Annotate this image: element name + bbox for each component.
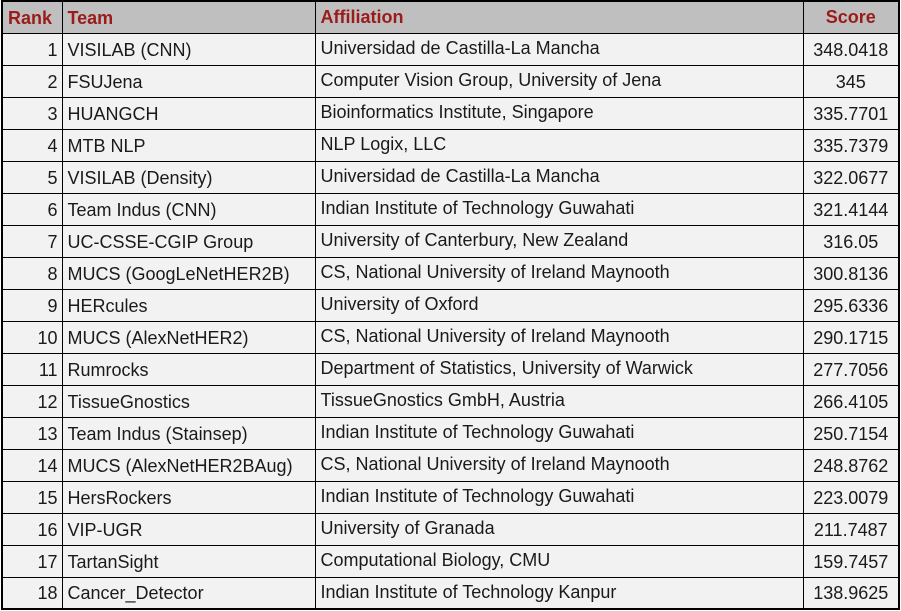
- cell-affiliation: Indian Institute of Technology Guwahati: [314, 192, 804, 226]
- table-row: 2 FSUJena Computer Vision Group, Universit…: [1, 64, 900, 98]
- cell-affiliation: Universidad de Castilla-La Mancha: [314, 32, 804, 66]
- cell-team: TissueGnostics: [61, 384, 316, 418]
- table-row: 14 MUCS (AlexNetHER2BAug) CS, National Uni…: [1, 448, 900, 482]
- cell-score: 300.8136: [802, 256, 900, 290]
- cell-rank: 11: [1, 352, 63, 386]
- cell-affiliation: Computer Vision Group, University of Jen…: [314, 64, 804, 98]
- cell-rank: 4: [1, 128, 63, 162]
- cell-score: 322.0677: [802, 160, 900, 194]
- cell-team: VIP-UGR: [61, 512, 316, 546]
- cell-affiliation: CS, National University of Ireland Mayno…: [314, 320, 804, 354]
- table-row: 17 TartanSight Computational Biology, CMU 1…: [1, 544, 900, 578]
- cell-rank: 15: [1, 480, 63, 514]
- cell-score: 321.4144: [802, 192, 900, 226]
- table-row: 4 MTB NLP NLP Logix, LLC 335.7379: [1, 128, 900, 162]
- cell-team: UC-CSSE-CGIP Group: [61, 224, 316, 258]
- table-row: 9 HERcules University of Oxford 295.6336: [1, 288, 900, 322]
- cell-affiliation: CS, National University of Ireland Mayno…: [314, 448, 804, 482]
- cell-rank: 5: [1, 160, 63, 194]
- cell-rank: 10: [1, 320, 63, 354]
- header-row: Rank Team Affiliation Score: [1, 0, 900, 34]
- column-header-score: Score: [802, 0, 900, 34]
- cell-affiliation: University of Granada: [314, 512, 804, 546]
- column-header-rank: Rank: [1, 0, 63, 34]
- cell-rank: 6: [1, 192, 63, 226]
- table-row: 8 MUCS (GoogLeNetHER2B) CS, National Unive…: [1, 256, 900, 290]
- cell-team: FSUJena: [61, 64, 316, 98]
- cell-score: 266.4105: [802, 384, 900, 418]
- cell-affiliation: Indian Institute of Technology Guwahati: [314, 480, 804, 514]
- cell-team: Rumrocks: [61, 352, 316, 386]
- cell-score: 295.6336: [802, 288, 900, 322]
- cell-affiliation: Bioinformatics Institute, Singapore: [314, 96, 804, 130]
- table-row: 16 VIP-UGR University of Granada 211.7487: [1, 512, 900, 546]
- cell-affiliation: TissueGnostics GmbH, Austria: [314, 384, 804, 418]
- table-row: 1 VISILAB (CNN) Universidad de Castilla-La…: [1, 32, 900, 66]
- cell-team: HERcules: [61, 288, 316, 322]
- table-row: 5 VISILAB (Density) Universidad de Castill…: [1, 160, 900, 194]
- table-row: 15 HersRockers Indian Institute of Technol…: [1, 480, 900, 514]
- cell-score: 277.7056: [802, 352, 900, 386]
- cell-score: 138.9625: [802, 576, 900, 610]
- cell-rank: 16: [1, 512, 63, 546]
- cell-score: 348.0418: [802, 32, 900, 66]
- cell-team: MUCS (AlexNetHER2BAug): [61, 448, 316, 482]
- table-row: 11 Rumrocks Department of Statistics, Univ…: [1, 352, 900, 386]
- cell-score: 250.7154: [802, 416, 900, 450]
- cell-team: Team Indus (Stainsep): [61, 416, 316, 450]
- cell-affiliation: Computational Biology, CMU: [314, 544, 804, 578]
- cell-affiliation: University of Oxford: [314, 288, 804, 322]
- cell-affiliation: Department of Statistics, University of …: [314, 352, 804, 386]
- cell-rank: 14: [1, 448, 63, 482]
- cell-team: VISILAB (CNN): [61, 32, 316, 66]
- cell-affiliation: Indian Institute of Technology Kanpur: [314, 576, 804, 610]
- cell-affiliation: Indian Institute of Technology Guwahati: [314, 416, 804, 450]
- cell-score: 345: [802, 64, 900, 98]
- cell-score: 159.7457: [802, 544, 900, 578]
- cell-team: HUANGCH: [61, 96, 316, 130]
- cell-affiliation: University of Canterbury, New Zealand: [314, 224, 804, 258]
- cell-rank: 9: [1, 288, 63, 322]
- cell-rank: 3: [1, 96, 63, 130]
- cell-affiliation: Universidad de Castilla-La Mancha: [314, 160, 804, 194]
- cell-affiliation: CS, National University of Ireland Mayno…: [314, 256, 804, 290]
- cell-score: 316.05: [802, 224, 900, 258]
- cell-rank: 8: [1, 256, 63, 290]
- table-row: 18 Cancer_Detector Indian Institute of Tec…: [1, 576, 900, 610]
- cell-team: HersRockers: [61, 480, 316, 514]
- cell-score: 211.7487: [802, 512, 900, 546]
- cell-rank: 2: [1, 64, 63, 98]
- cell-score: 290.1715: [802, 320, 900, 354]
- table-row: 10 MUCS (AlexNetHER2) CS, National Univers…: [1, 320, 900, 354]
- cell-score: 335.7379: [802, 128, 900, 162]
- table-row: 12 TissueGnostics TissueGnostics GmbH, Aus…: [1, 384, 900, 418]
- cell-rank: 18: [1, 576, 63, 610]
- column-header-team: Team: [61, 0, 316, 34]
- cell-team: MUCS (AlexNetHER2): [61, 320, 316, 354]
- table-body: 1 VISILAB (CNN) Universidad de Castilla-La…: [1, 32, 900, 610]
- cell-rank: 17: [1, 544, 63, 578]
- cell-affiliation: NLP Logix, LLC: [314, 128, 804, 162]
- table-row: 7 UC-CSSE-CGIP Group University of Canterb…: [1, 224, 900, 258]
- table-row: 3 HUANGCH Bioinformatics Institute, Singap…: [1, 96, 900, 130]
- cell-team: Team Indus (CNN): [61, 192, 316, 226]
- table-row: 6 Team Indus (CNN) Indian Institute of Tec…: [1, 192, 900, 226]
- cell-team: MTB NLP: [61, 128, 316, 162]
- table-row: 13 Team Indus (Stainsep) Indian Institute …: [1, 416, 900, 450]
- cell-team: Cancer_Detector: [61, 576, 316, 610]
- cell-score: 335.7701: [802, 96, 900, 130]
- cell-rank: 1: [1, 32, 63, 66]
- cell-score: 248.8762: [802, 448, 900, 482]
- column-header-affiliation: Affiliation: [314, 0, 804, 34]
- cell-rank: 13: [1, 416, 63, 450]
- cell-team: TartanSight: [61, 544, 316, 578]
- cell-team: VISILAB (Density): [61, 160, 316, 194]
- cell-rank: 12: [1, 384, 63, 418]
- cell-rank: 7: [1, 224, 63, 258]
- cell-score: 223.0079: [802, 480, 900, 514]
- cell-team: MUCS (GoogLeNetHER2B): [61, 256, 316, 290]
